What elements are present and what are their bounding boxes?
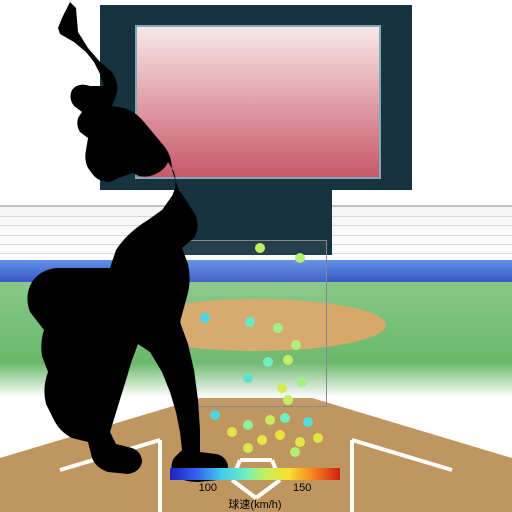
colorbar-tick: 100	[199, 482, 217, 494]
pitch-location-chart: 100 150 球速(km/h)	[0, 0, 512, 512]
colorbar-label: 球速(km/h)	[228, 496, 281, 512]
speed-colorbar	[170, 468, 340, 480]
batter-silhouette	[0, 0, 512, 512]
colorbar-tick: 150	[293, 482, 311, 494]
